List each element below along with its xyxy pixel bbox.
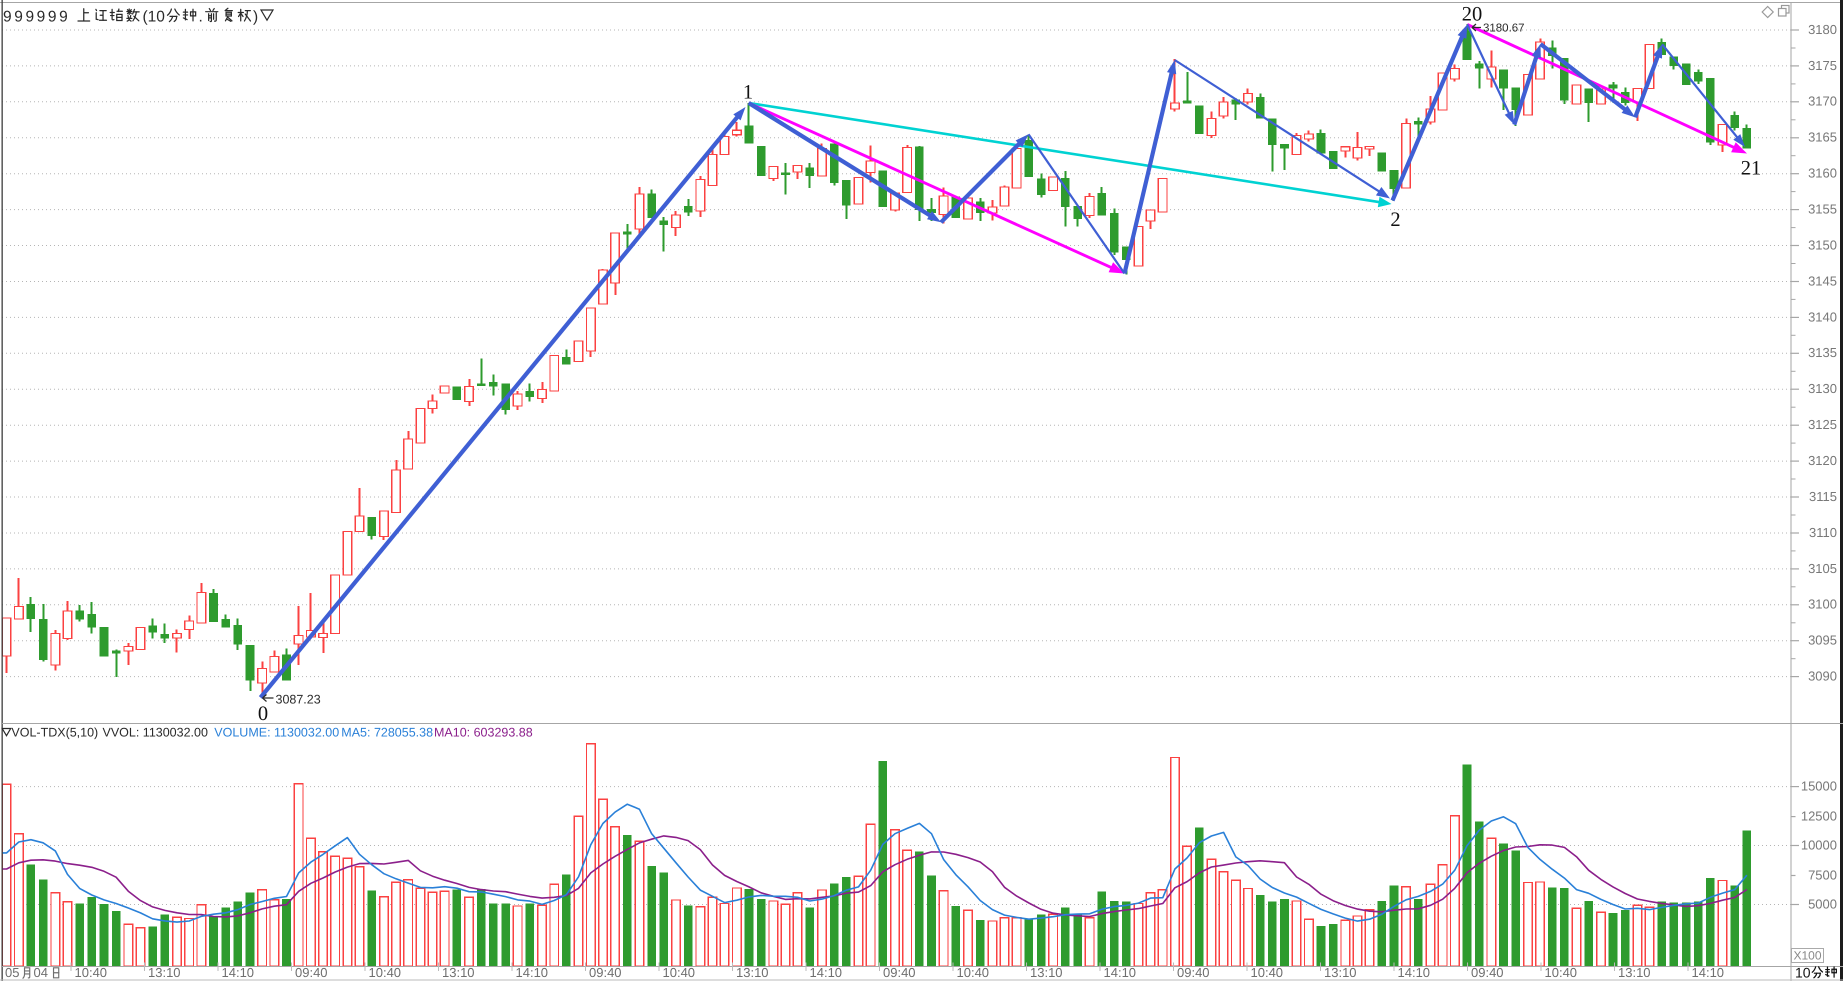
svg-text:21: 21 (1741, 158, 1762, 180)
svg-text:13:10: 13:10 (736, 965, 769, 980)
svg-text:MA10: 603293.88: MA10: 603293.88 (434, 726, 533, 740)
svg-text:3160: 3160 (1808, 166, 1837, 181)
svg-text:1: 1 (743, 82, 753, 104)
svg-text:3095: 3095 (1808, 633, 1837, 648)
svg-text:3105: 3105 (1808, 561, 1837, 576)
svg-text:10:40: 10:40 (957, 965, 990, 980)
svg-text:13:10: 13:10 (1618, 965, 1651, 980)
svg-text:14:10: 14:10 (516, 965, 549, 980)
svg-text:3130: 3130 (1808, 381, 1837, 396)
svg-text:2: 2 (1390, 209, 1400, 231)
svg-text:3087.23: 3087.23 (276, 693, 321, 707)
svg-text:14:10: 14:10 (1104, 965, 1137, 980)
svg-text:0: 0 (258, 703, 268, 725)
svg-text:3110: 3110 (1809, 525, 1837, 540)
svg-text:3155: 3155 (1808, 202, 1837, 217)
svg-text:09:40: 09:40 (883, 965, 916, 980)
svg-text:10:40: 10:40 (1251, 965, 1284, 980)
svg-text:3100: 3100 (1808, 597, 1837, 612)
svg-text:13:10: 13:10 (148, 965, 181, 980)
svg-text:3090: 3090 (1808, 669, 1837, 684)
svg-text:10:40: 10:40 (663, 965, 696, 980)
svg-text:15000: 15000 (1801, 779, 1837, 794)
svg-text:14:10: 14:10 (1692, 965, 1725, 980)
svg-text:13:10: 13:10 (1030, 965, 1063, 980)
svg-text:3125: 3125 (1808, 417, 1837, 432)
svg-text:09:40: 09:40 (295, 965, 328, 980)
svg-text:10:40: 10:40 (369, 965, 402, 980)
svg-text:7500: 7500 (1808, 867, 1837, 882)
svg-text:999999: 999999 (3, 9, 70, 26)
svg-text:05: 05 (5, 965, 19, 980)
svg-text:X100: X100 (1793, 949, 1821, 963)
svg-text:(10: (10 (143, 9, 166, 26)
svg-text:3165: 3165 (1808, 130, 1837, 145)
svg-text:3180: 3180 (1808, 22, 1837, 37)
svg-text:20: 20 (1462, 4, 1483, 26)
svg-text:10: 10 (1795, 965, 1811, 981)
svg-text:10000: 10000 (1801, 837, 1837, 852)
svg-text:VOL-TDX(5,10): VOL-TDX(5,10) (11, 726, 98, 740)
svg-text:14:10: 14:10 (222, 965, 255, 980)
svg-text:MA5: 728055.38: MA5: 728055.38 (341, 726, 433, 740)
svg-text:14:10: 14:10 (1398, 965, 1431, 980)
svg-text:3140: 3140 (1808, 309, 1837, 324)
svg-text:3170: 3170 (1808, 94, 1837, 109)
svg-text:13:10: 13:10 (442, 965, 475, 980)
svg-text:3135: 3135 (1808, 345, 1837, 360)
svg-text:3180.67: 3180.67 (1483, 23, 1525, 35)
svg-text:5000: 5000 (1808, 896, 1837, 911)
svg-text:04: 04 (34, 965, 48, 980)
svg-text:14:10: 14:10 (810, 965, 843, 980)
svg-text:VVOL: 1130032.00: VVOL: 1130032.00 (103, 726, 208, 740)
svg-text:3145: 3145 (1808, 273, 1837, 288)
svg-text:3120: 3120 (1808, 453, 1837, 468)
svg-text:09:40: 09:40 (589, 965, 622, 980)
svg-text:09:40: 09:40 (1177, 965, 1210, 980)
svg-text:09:40: 09:40 (1471, 965, 1504, 980)
svg-text:3150: 3150 (1808, 237, 1837, 252)
svg-text:10:40: 10:40 (1545, 965, 1578, 980)
svg-text:12500: 12500 (1801, 809, 1837, 824)
svg-text:13:10: 13:10 (1324, 965, 1357, 980)
svg-text:3115: 3115 (1809, 489, 1837, 504)
svg-text:): ) (253, 9, 258, 26)
svg-text:VOLUME: 1130032.00: VOLUME: 1130032.00 (214, 726, 339, 740)
svg-text:10:40: 10:40 (75, 965, 108, 980)
svg-text:.: . (199, 9, 203, 26)
svg-text:3175: 3175 (1808, 58, 1837, 73)
